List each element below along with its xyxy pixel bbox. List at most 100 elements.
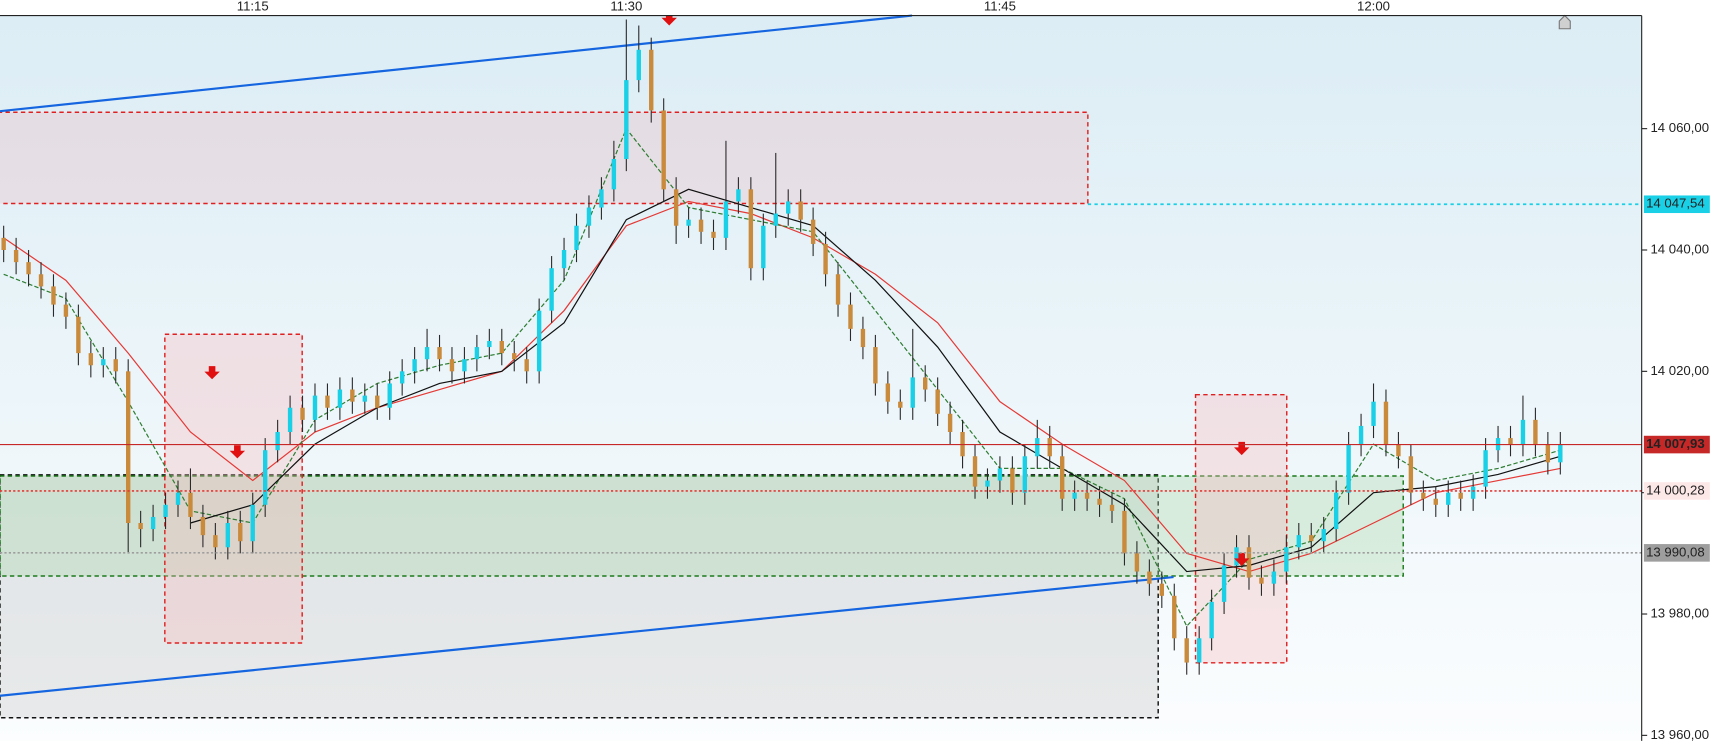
candle-body — [1371, 401, 1376, 426]
candle-body — [536, 310, 542, 372]
candle-body — [13, 249, 19, 263]
candle-body — [711, 231, 716, 238]
candle-body — [823, 243, 828, 275]
candle-body — [1309, 535, 1314, 542]
candle-body — [599, 189, 604, 208]
candle-body — [1010, 468, 1015, 493]
candle-body — [898, 401, 903, 408]
candle-body — [51, 286, 56, 305]
moving-average — [3, 127, 1561, 628]
candle-body — [549, 268, 554, 311]
trendline — [0, 575, 1174, 697]
price-axis-background — [1641, 0, 1723, 741]
candle-body — [437, 347, 442, 360]
candle-body — [125, 371, 131, 524]
candle-body — [337, 389, 343, 408]
candle-body — [412, 359, 417, 372]
candle-body — [1259, 577, 1264, 584]
candle-body — [175, 492, 181, 505]
price-tag — [1643, 544, 1710, 562]
price-tag-label: 13 990,08 — [1646, 544, 1705, 559]
down-arrow — [204, 366, 220, 380]
candle-body — [1097, 498, 1102, 505]
candle-body — [1196, 638, 1202, 663]
candle-body — [686, 219, 691, 226]
alert-icon — [1558, 14, 1571, 30]
candle-body — [1271, 571, 1277, 584]
y-tick-label: 13 960,00 — [1650, 727, 1709, 741]
candle-body — [1209, 601, 1214, 639]
candle-body — [1234, 547, 1239, 566]
candle-body — [1134, 553, 1140, 572]
candle-body — [88, 353, 94, 366]
candle-body — [985, 480, 990, 487]
candle-body — [1533, 419, 1538, 445]
candle-body — [287, 407, 293, 433]
candle-body — [1483, 450, 1488, 487]
zone-red — [0, 111, 1089, 205]
y-tick-label: 14 020,00 — [1650, 363, 1709, 378]
candle-body — [138, 523, 143, 530]
candle-body — [238, 523, 243, 542]
candle-body — [1458, 492, 1463, 499]
y-tick-label: 14 040,00 — [1650, 241, 1709, 256]
candle-body — [424, 347, 430, 360]
candle-body — [362, 395, 368, 402]
candle-body — [748, 189, 754, 269]
candle-body — [1520, 419, 1526, 445]
candle-body — [1184, 638, 1189, 663]
zones — [0, 14, 1404, 719]
signal-arrows — [204, 15, 1250, 567]
candle-body — [786, 201, 791, 214]
zone-red — [164, 333, 303, 644]
price-tag-label: 14 047,54 — [1646, 196, 1705, 211]
x-tick-label: 11:30 — [610, 0, 642, 13]
candle-body — [1346, 444, 1351, 493]
candle-body — [38, 274, 44, 287]
candle-body — [1396, 444, 1401, 457]
candle-body — [1333, 492, 1339, 530]
candle-body — [673, 189, 679, 226]
candle-body — [275, 432, 280, 451]
candle-body — [101, 359, 106, 366]
candle-body — [698, 219, 704, 232]
y-tick-label: 13 980,00 — [1650, 605, 1709, 620]
candle-body — [399, 371, 405, 384]
candle-body — [1358, 425, 1364, 445]
down-arrow — [661, 15, 677, 26]
candle-body — [1022, 456, 1028, 493]
candle-body — [773, 213, 778, 226]
candle-body — [387, 383, 392, 408]
candle-body — [300, 407, 305, 420]
candle-body — [910, 377, 915, 408]
candle-body — [1433, 498, 1438, 505]
candle-body — [761, 225, 766, 269]
down-arrow — [1234, 552, 1250, 567]
candle-body — [474, 347, 480, 360]
candle-body — [1446, 492, 1451, 505]
candle-body — [499, 341, 504, 354]
plot-background — [0, 15, 1642, 741]
candle-body — [26, 262, 31, 275]
candle-body — [1545, 444, 1551, 463]
zone-green — [0, 475, 1404, 577]
candle-body — [736, 189, 741, 202]
price-tag — [1643, 195, 1710, 214]
candle-body — [860, 328, 866, 348]
candle-body — [997, 468, 1003, 481]
trendline — [0, 14, 913, 113]
candle-body — [63, 304, 69, 317]
candle-body — [512, 353, 517, 360]
candle-body — [972, 456, 978, 487]
candle-body — [1072, 492, 1077, 499]
candle-body — [449, 359, 455, 372]
candle-body — [586, 207, 592, 226]
candle-body — [325, 395, 330, 408]
candle-body — [1296, 535, 1301, 548]
candle-body — [1470, 486, 1476, 499]
candle-body — [113, 359, 118, 372]
candle-body — [524, 359, 529, 372]
y-tick-label: 14 060,00 — [1650, 120, 1709, 135]
candle-body — [1408, 456, 1414, 493]
